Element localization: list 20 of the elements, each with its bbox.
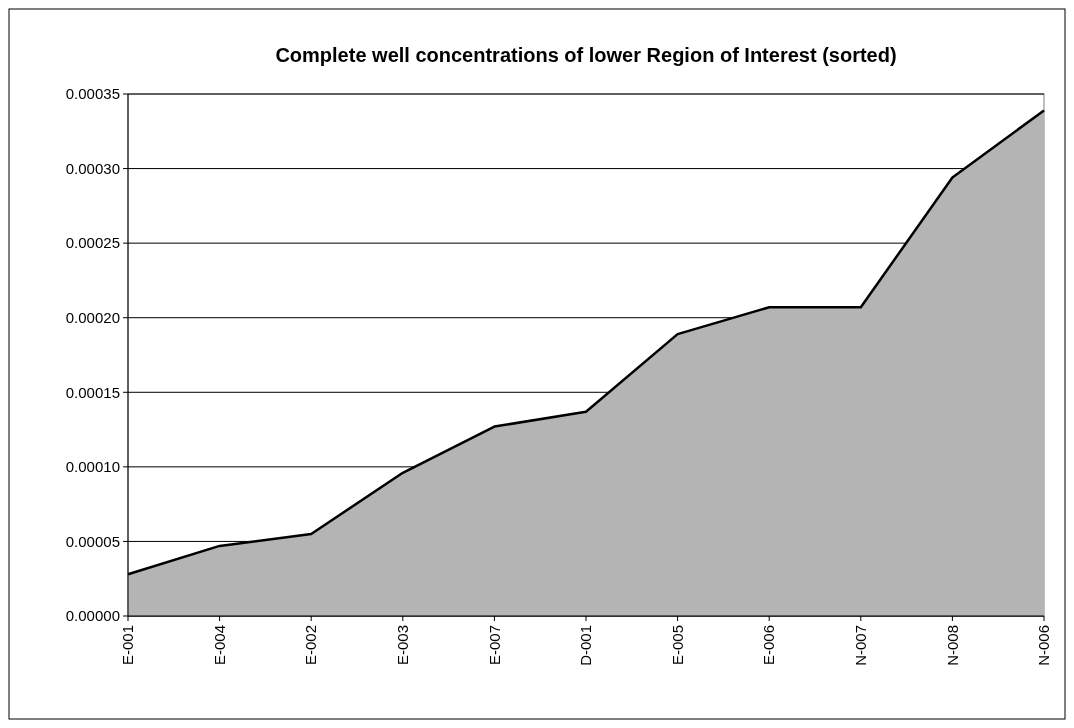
y-tick-label: 0.00030 <box>65 159 120 177</box>
x-tick-label: N-007 <box>852 625 870 666</box>
x-tick-label: E-001 <box>119 625 137 666</box>
y-tick-label: 0.00005 <box>65 532 120 550</box>
x-tick-label: E-004 <box>210 625 228 666</box>
x-tick-label: E-003 <box>394 625 412 666</box>
y-tick-label: 0.00025 <box>65 234 120 252</box>
x-tick-label: E-005 <box>668 625 686 666</box>
y-tick-label: 0.00010 <box>65 458 120 476</box>
x-tick-label: N-008 <box>943 625 961 666</box>
y-tick-label: 0.00035 <box>65 85 120 103</box>
y-tick-label: 0.00000 <box>65 607 120 625</box>
x-tick-label: E-002 <box>302 625 320 666</box>
x-tick-label: N-006 <box>1035 625 1053 666</box>
y-tick-label: 0.00020 <box>65 308 120 326</box>
x-tick-label: E-007 <box>485 625 503 666</box>
y-tick-label: 0.00015 <box>65 383 120 401</box>
x-tick-label: E-006 <box>760 625 778 666</box>
x-tick-label: D-001 <box>577 625 595 666</box>
chart-title: Complete well concentrations of lower Region of Interest (sorted) <box>275 44 897 66</box>
